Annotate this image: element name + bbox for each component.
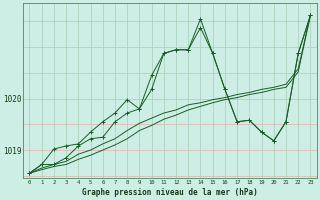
X-axis label: Graphe pression niveau de la mer (hPa): Graphe pression niveau de la mer (hPa) [82,188,258,197]
